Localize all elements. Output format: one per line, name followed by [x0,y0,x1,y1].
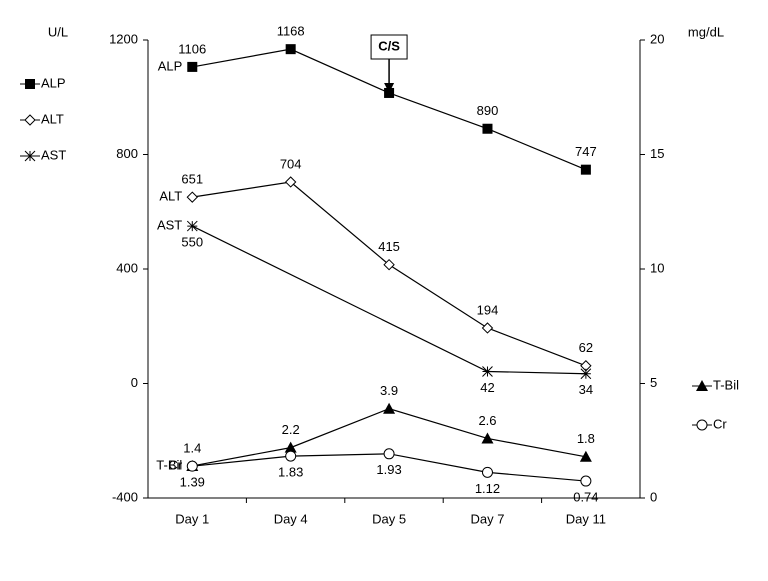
y2-tick-label: 5 [650,375,657,390]
data-point [579,450,592,462]
data-label: 747 [575,144,597,159]
data-point [481,466,493,478]
y-tick-label: 1200 [109,31,138,46]
y2-tick-label: 0 [650,489,657,504]
series-label: Cr [169,458,183,473]
data-label: 890 [477,103,499,118]
series-label: ALP [158,58,183,73]
y-tick-label: 800 [116,146,138,161]
y-axis-label: U/L [48,24,68,39]
data-label: 0.74 [573,489,598,504]
data-point [481,322,494,334]
data-point [284,176,297,188]
data-point [186,191,198,203]
y-tick-label: -400 [112,489,138,504]
data-label: 1.8 [577,431,595,446]
data-point [481,432,494,444]
y2-tick-label: 15 [650,146,664,161]
data-point [482,366,493,377]
annotation-arrowhead [384,82,395,93]
data-label: 34 [579,382,593,397]
legend-label: T-Bil [713,377,739,392]
data-label: 704 [280,156,302,171]
data-label: 550 [181,235,203,250]
data-label: 62 [579,340,593,355]
data-label: 3.9 [380,383,398,398]
data-point [383,448,395,460]
data-point [384,87,395,98]
data-point [186,460,198,472]
data-label: 1.83 [278,465,303,480]
data-label: 2.6 [478,413,496,428]
annotation-text: C/S [378,38,400,53]
data-point [187,61,198,72]
data-label: 651 [181,172,203,187]
x-tick-label: Day 1 [175,511,209,526]
data-point [383,402,396,414]
legend-marker [24,150,36,162]
data-point [285,44,296,55]
legend-marker [25,79,35,89]
series-label: AST [157,218,182,233]
x-tick-label: Day 5 [372,511,406,526]
data-point [482,123,493,134]
data-label: 1.93 [376,462,401,477]
data-point [285,450,297,462]
legend-marker [24,114,36,126]
data-label: 2.2 [282,422,300,437]
data-label: 42 [480,380,494,395]
x-tick-label: Day 7 [470,511,504,526]
data-point [383,258,395,271]
y-tick-label: 400 [116,260,138,275]
data-point [580,475,592,487]
data-label: 1168 [277,24,305,39]
legend-label: ALT [41,111,64,126]
legend-label: Cr [713,416,727,431]
data-label: 1.12 [475,481,500,496]
data-point [284,441,297,453]
data-label: 1.4 [183,440,201,455]
data-point [186,220,198,232]
series-label: T-Bil [156,457,182,472]
legend-marker [696,380,708,391]
data-point [580,368,592,380]
data-label: 1.39 [180,475,205,490]
legend-label: AST [41,147,66,162]
data-label: 1106 [178,41,206,56]
legend-label: ALP [41,75,66,90]
y-tick-label: 0 [131,375,138,390]
data-label: 194 [477,302,499,317]
data-point [580,164,591,175]
legend-marker [696,419,708,431]
data-label: 415 [378,239,400,254]
x-tick-label: Day 4 [274,511,308,526]
y2-tick-label: 10 [650,260,664,275]
series-label: ALT [159,189,182,204]
y2-tick-label: 20 [650,31,664,46]
y2-axis-label: mg/dL [688,24,724,39]
x-tick-label: Day 11 [566,511,606,526]
